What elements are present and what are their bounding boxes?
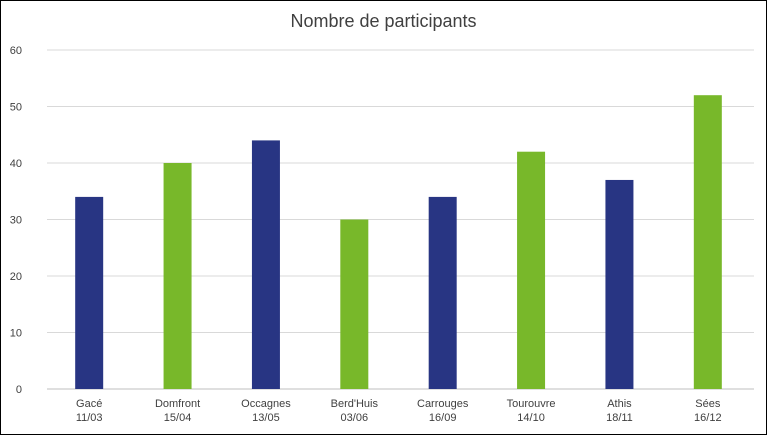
x-tick-label: Athis 18/11	[606, 398, 633, 424]
bar	[428, 196, 457, 389]
bar	[75, 196, 104, 389]
x-tick-label: Gacé 11/03	[76, 398, 103, 424]
x-tick-label: Carrouges 16/09	[417, 398, 469, 424]
y-tick-label: 0	[16, 384, 22, 396]
bar	[163, 163, 192, 389]
y-tick-label: 40	[10, 158, 22, 170]
bar	[693, 95, 722, 389]
x-tick-label: Tourouvre 14/10	[507, 398, 556, 424]
bar	[605, 179, 634, 389]
bar	[517, 151, 546, 389]
y-tick-label: 30	[10, 215, 22, 227]
chart-title: Nombre de participants	[290, 11, 477, 31]
x-tick-label: Sées 16/12	[694, 398, 722, 424]
y-tick-label: 10	[10, 328, 22, 340]
y-tick-label: 20	[10, 271, 22, 283]
y-tick-label: 60	[10, 45, 22, 57]
y-tick-label: 50	[10, 102, 22, 114]
x-tick-label: Occagnes 13/05	[241, 398, 291, 424]
bar	[340, 219, 369, 389]
bar	[251, 140, 280, 389]
x-tick-label: Berd'Huis 03/06	[331, 398, 379, 424]
x-tick-label: Domfront 15/04	[155, 398, 200, 424]
